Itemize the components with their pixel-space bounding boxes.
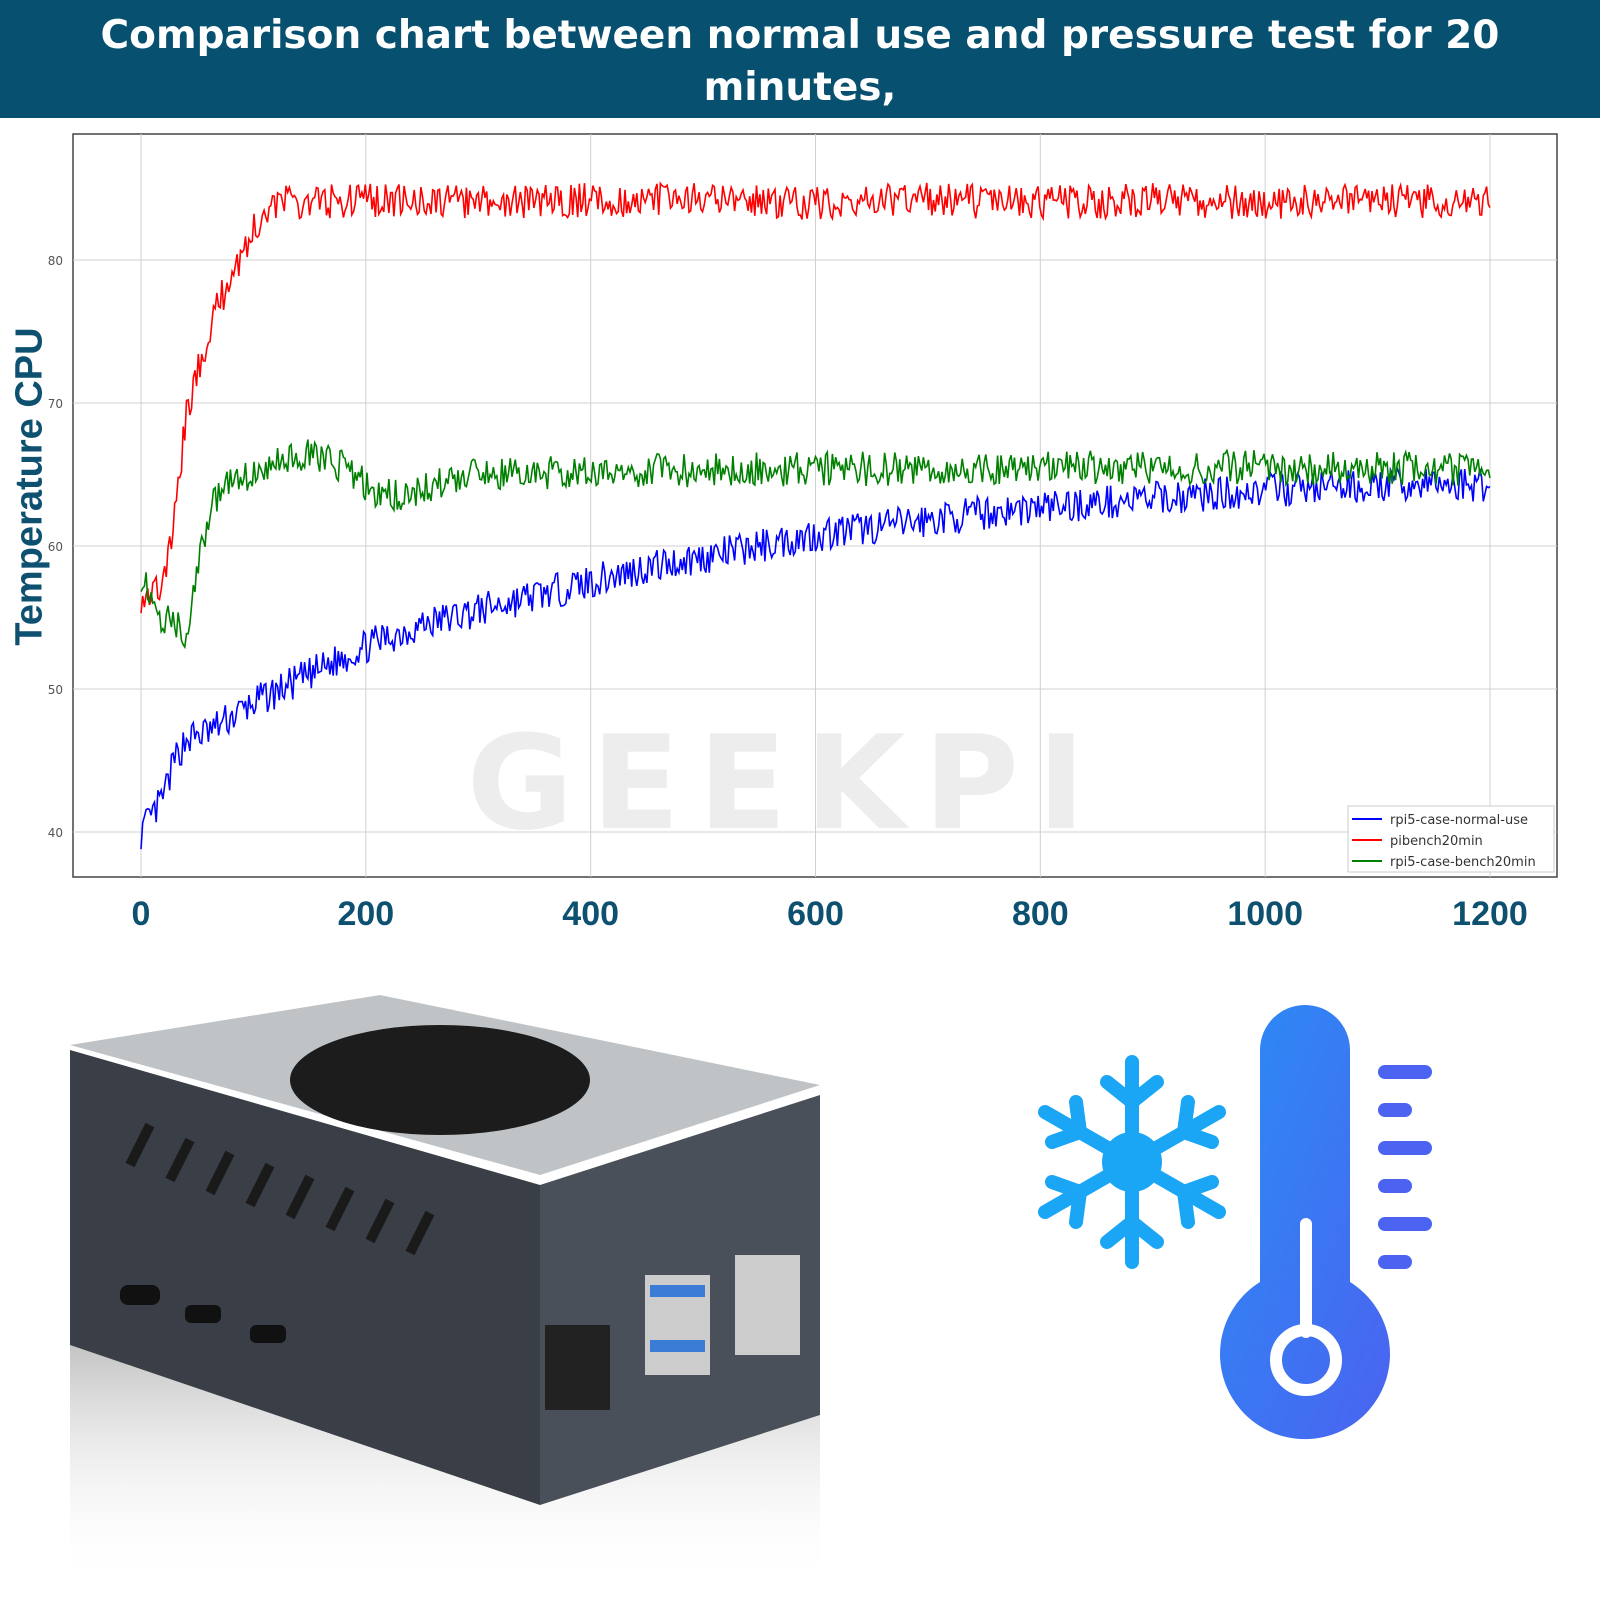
y-tick-label: 40 [48,826,63,840]
fan-vents [290,1025,590,1135]
y-tick-label: 70 [48,397,63,411]
cooling-temperature-illustration [1038,1005,1432,1440]
x-tick-label: 600 [787,895,844,933]
case-product-photo [70,995,820,1585]
legend-label: pibench20min [1390,834,1483,849]
snowflake-icon [1038,1055,1226,1269]
legend-label: rpi5-case-normal-use [1390,813,1528,828]
x-tick-label: 400 [562,895,619,933]
series-line-pibench20min [140,181,1491,614]
y-tick-label: 80 [48,254,63,268]
x-tick-label: 0 [132,895,151,933]
series-line-rpi5-case-bench20min [140,439,1491,650]
y-tick-label: 50 [48,683,63,697]
line-chart: 0 200 400 600 800 1000 1200 40 50 60 70 80 GEEKPI rpi… [48,133,1558,933]
chart-title-banner: Comparison chart between normal use and … [0,0,1600,162]
title-line-1: Comparison chart between normal use and … [100,13,1500,110]
watermark-logo: GEEKPI [467,707,1104,859]
y-axis-label: Temperature CPU [8,327,51,646]
x-tick-label: 800 [1012,895,1069,933]
x-tick-label: 200 [337,895,394,933]
x-tick-label: 1000 [1227,895,1303,933]
x-tick-label: 1200 [1452,895,1528,933]
series-line-rpi5-case-normal-use [140,466,1491,850]
y-tick-label: 60 [48,540,63,554]
legend-label: rpi5-case-bench20min [1390,855,1536,870]
legend [1347,805,1555,873]
thermometer-icon [1220,1005,1432,1440]
